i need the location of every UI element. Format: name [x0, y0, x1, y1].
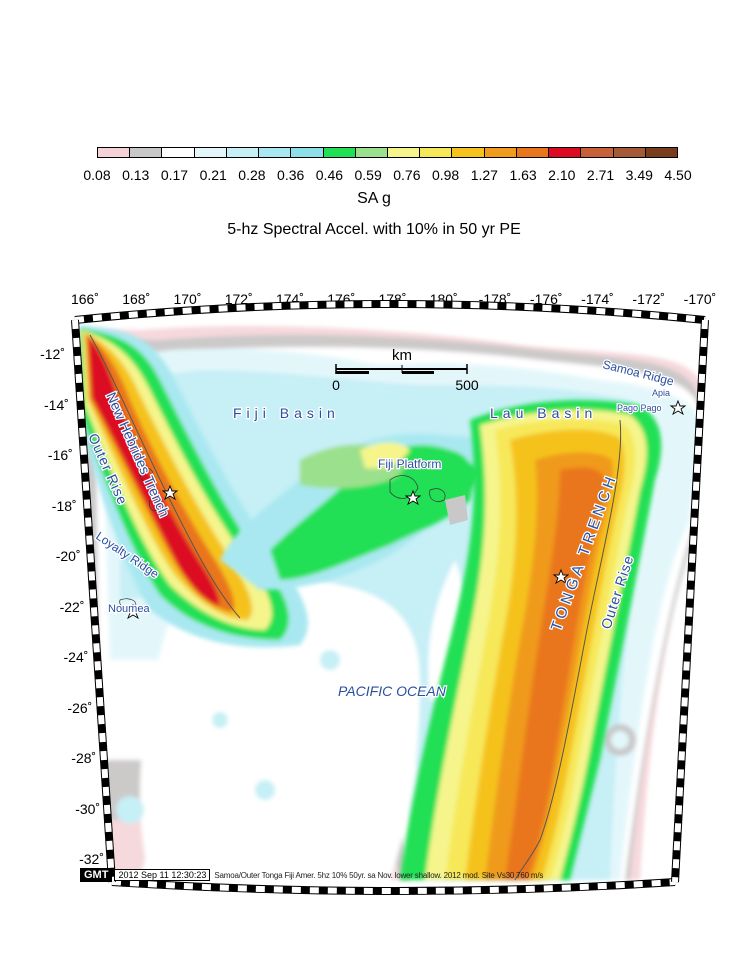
colorbar-tick-label: 0.28: [238, 167, 266, 183]
map-frame: [71, 300, 709, 895]
colorbar-tick-label: 3.49: [625, 167, 653, 183]
hazard-shading: [75, 304, 705, 891]
label-apia: Apia: [652, 388, 670, 398]
label-fiji-platform: Fiji Platform: [378, 457, 441, 471]
colorbar-swatch: [130, 148, 163, 157]
colorbar-tick-label: 0.21: [199, 167, 227, 183]
star-icon: [669, 399, 687, 416]
latitude-label: -28˚: [71, 750, 97, 766]
label-fiji-basin: Fiji Basin: [233, 405, 340, 421]
latitude-label: -12˚: [40, 346, 65, 362]
colorbar-unit: SA g: [357, 190, 391, 207]
colorbar-tick-label: 1.27: [470, 167, 498, 183]
colorbar-swatch: [98, 148, 131, 157]
colorbar-swatch: [645, 148, 677, 157]
label-pago-pago: Pago Pago: [617, 403, 662, 413]
scale-end: 500: [455, 377, 479, 393]
latitude-label: -18˚: [51, 497, 77, 514]
colorbar-tick-label: 0.36: [277, 167, 305, 183]
longitude-label: -174˚: [581, 291, 614, 307]
longitude-label: -172˚: [632, 291, 666, 307]
latitude-label: -14˚: [44, 396, 69, 413]
colorbar-tick-label: 0.08: [83, 167, 111, 183]
colorbar-swatch: [613, 148, 646, 157]
colorbar: [97, 147, 678, 158]
colorbar-tick-label: 0.98: [431, 167, 460, 183]
colorbar-swatch: [581, 148, 614, 157]
colorbar-swatch: [355, 148, 388, 157]
colorbar-tick-label: 0.76: [393, 167, 421, 183]
latitude-label: -22˚: [59, 598, 85, 615]
star-icon: [552, 568, 570, 585]
label-noumea: Noumea: [108, 603, 150, 615]
longitude-label: 166˚: [70, 291, 100, 307]
colorbar-swatch: [387, 148, 421, 157]
colorbar-swatch: [549, 148, 582, 157]
map-title: 5-hz Spectral Accel. with 10% in 50 yr P…: [227, 221, 521, 238]
city-stars: [124, 399, 687, 620]
longitude-label: 168˚: [122, 291, 151, 307]
colorbar-tick-label: 0.17: [160, 167, 189, 183]
colorbar-swatch: [516, 148, 550, 157]
longitude-label: 172˚: [224, 291, 253, 307]
colorbar-swatch: [420, 148, 453, 157]
latitude-label: -24˚: [63, 649, 89, 665]
latitude-label: -26˚: [67, 699, 93, 716]
star-icon: [161, 484, 179, 501]
colorbar-tick-label: 1.63: [509, 167, 537, 183]
scale-unit: km: [392, 347, 412, 364]
colorbar-tick-label: 2.71: [586, 167, 615, 183]
latitude-label: -16˚: [47, 447, 73, 463]
label-pacific-ocean: PACIFIC OCEAN: [338, 683, 447, 699]
colorbar-tick-label: 2.10: [548, 167, 576, 183]
gmt-stamp: GMT 2012 Sep 11 12:30:23 Samoa/Outer Ton…: [80, 868, 644, 882]
star-icon: [404, 489, 422, 506]
longitude-label: 170˚: [173, 291, 202, 307]
colorbar-swatch: [194, 148, 227, 157]
colorbar-tick-label: 4.50: [664, 167, 692, 183]
latitude-label: -30˚: [75, 800, 101, 817]
scale-bar: km 0 500: [332, 347, 479, 393]
colorbar-swatch: [452, 148, 485, 157]
colorbar-swatch: [259, 148, 292, 157]
colorbar-swatch: [226, 148, 260, 157]
scale-start: 0: [332, 377, 340, 393]
longitude-label: -170˚: [683, 291, 717, 307]
colorbar-tick-label: 0.46: [315, 167, 344, 183]
colorbar-swatch: [162, 148, 195, 157]
colorbar-tick-label: 0.59: [354, 167, 382, 183]
stamp-caption: Samoa/Outer Tonga Fiji Amer. 5hz 10% 50y…: [214, 870, 544, 880]
longitude-label: -176˚: [529, 291, 563, 307]
latitude-label: -32˚: [79, 851, 104, 867]
label-lau-basin: Lau Basin: [490, 405, 597, 421]
colorbar-swatch: [291, 148, 324, 157]
star-icon: [124, 603, 142, 620]
gmt-logo: GMT: [80, 868, 113, 882]
stamp-timestamp: 2012 Sep 11 12:30:23: [114, 869, 211, 881]
colorbar-swatch: [323, 148, 356, 157]
colorbar-tick-label: 0.13: [122, 167, 150, 183]
colorbar-swatch: [484, 148, 517, 157]
latitude-label: -20˚: [55, 548, 81, 564]
